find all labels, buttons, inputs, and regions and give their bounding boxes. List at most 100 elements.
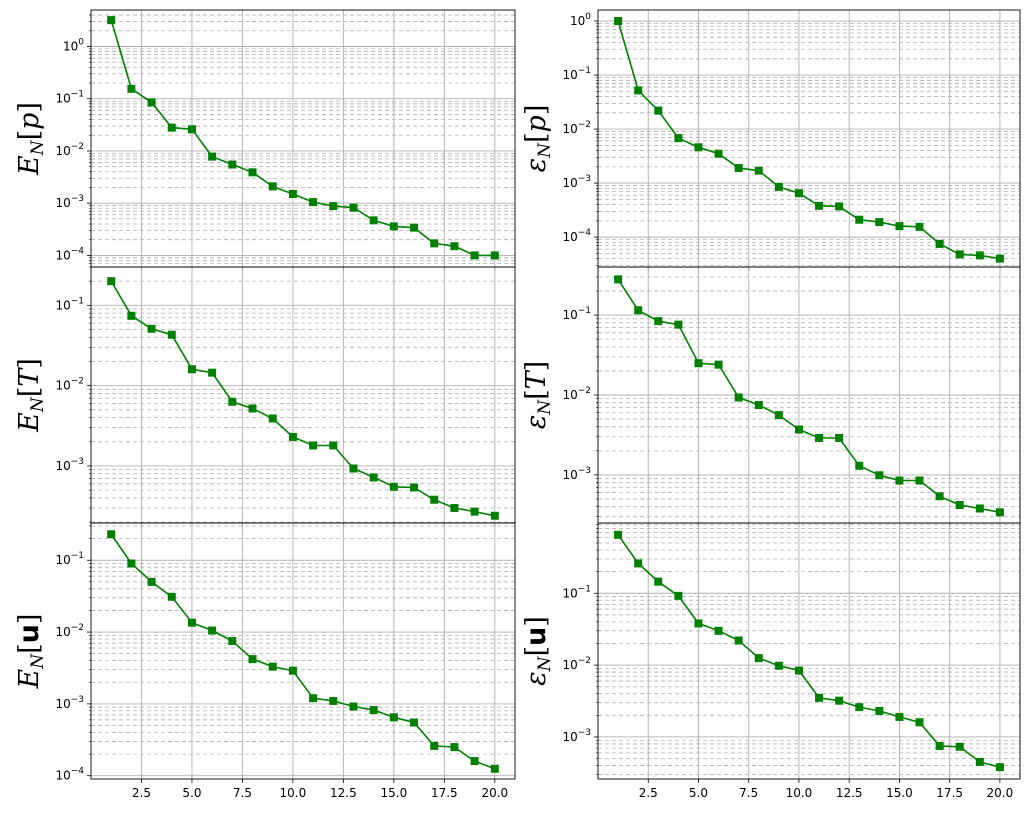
data-point xyxy=(127,84,136,93)
data-point xyxy=(714,626,723,635)
data-point xyxy=(915,718,924,727)
data-point xyxy=(450,242,459,251)
y-tick-label: 10−1 xyxy=(562,306,591,322)
grid xyxy=(598,267,1020,523)
data-point xyxy=(634,306,643,315)
x-tick-label: 7.5 xyxy=(233,786,252,800)
data-point xyxy=(654,106,663,115)
data-point xyxy=(794,425,803,434)
data-point xyxy=(654,577,663,586)
data-point xyxy=(855,461,864,470)
data-point xyxy=(147,324,156,333)
data-point xyxy=(674,591,683,600)
data-point xyxy=(410,223,419,232)
data-point xyxy=(935,492,944,501)
axes-frame xyxy=(90,522,516,780)
data-point xyxy=(369,706,378,715)
y-tick-label: 10−4 xyxy=(55,767,84,783)
data-point xyxy=(309,694,318,703)
data-point xyxy=(754,166,763,175)
data-point xyxy=(714,360,723,369)
data-point xyxy=(855,215,864,224)
series-line xyxy=(110,533,496,770)
data-point xyxy=(410,483,419,492)
data-point xyxy=(187,365,196,374)
data-point xyxy=(369,473,378,482)
x-tick-label: 15.0 xyxy=(380,786,407,800)
y-tick-label: 10−1 xyxy=(55,551,84,567)
data-point xyxy=(430,239,439,248)
x-tick-label: 2.5 xyxy=(639,786,658,800)
grid xyxy=(598,10,1020,267)
data-point xyxy=(147,98,156,107)
data-point xyxy=(329,202,338,211)
data-point xyxy=(975,757,984,766)
data-point xyxy=(955,250,964,259)
data-point xyxy=(674,320,683,329)
y-axis-label: εN[p] xyxy=(521,105,555,173)
axes-frame xyxy=(597,522,1021,780)
data-point xyxy=(774,182,783,191)
data-point xyxy=(470,757,479,766)
data-point xyxy=(694,359,703,368)
data-point xyxy=(915,476,924,485)
y-axis-label: EN[u] xyxy=(14,614,48,690)
y-tick-label: 10−2 xyxy=(562,656,591,672)
data-point xyxy=(329,441,338,450)
data-point xyxy=(754,654,763,663)
data-point xyxy=(268,662,277,671)
data-point xyxy=(614,530,623,539)
data-point xyxy=(694,143,703,152)
data-point xyxy=(268,414,277,423)
data-point xyxy=(895,476,904,485)
y-tick-label: 10−2 xyxy=(562,120,591,136)
data-point xyxy=(248,655,257,664)
grid xyxy=(598,523,1020,779)
data-point xyxy=(955,500,964,509)
data-point xyxy=(208,626,217,635)
data-point xyxy=(187,125,196,134)
data-point xyxy=(470,507,479,516)
x-tick-label: 10.0 xyxy=(786,786,813,800)
y-axis-label: EN[p] xyxy=(14,102,48,176)
y-tick-label: 10−2 xyxy=(562,386,591,402)
subplot-4: 10−1 10−2 10−3 εN[T] xyxy=(521,266,1021,527)
data-point xyxy=(654,317,663,326)
subplot-5: 10−1 10−2 10−3 10−4 2.5 5.0 7.5 10.0 12.5 15.0 17.… xyxy=(14,522,516,800)
data-point xyxy=(187,618,196,627)
x-tick-label: 17.5 xyxy=(431,786,458,800)
subplot-1: 100 10−1 10−2 10−3 10−4 EN[p] xyxy=(14,9,516,271)
data-point xyxy=(127,559,136,568)
data-point xyxy=(329,696,338,705)
data-point xyxy=(389,713,398,722)
data-point xyxy=(389,222,398,231)
data-point xyxy=(410,718,419,727)
data-point xyxy=(268,182,277,191)
x-tick-label: 12.5 xyxy=(836,786,863,800)
data-point xyxy=(975,251,984,260)
y-tick-label: 10−2 xyxy=(55,377,84,393)
data-point xyxy=(815,201,824,210)
data-point xyxy=(228,160,237,169)
data-point xyxy=(614,275,623,284)
data-point xyxy=(349,702,358,711)
data-point xyxy=(815,433,824,442)
data-point xyxy=(288,666,297,675)
x-tick-label: 20.0 xyxy=(481,786,508,800)
data-point xyxy=(349,464,358,473)
data-point xyxy=(875,471,884,480)
axes-frame xyxy=(597,9,1021,268)
series-line xyxy=(617,534,1001,768)
data-point xyxy=(288,432,297,441)
data-point xyxy=(995,508,1004,517)
data-point xyxy=(734,164,743,173)
data-point xyxy=(470,251,479,260)
y-axis-label: εN[u] xyxy=(521,616,555,686)
y-tick-label: 10−3 xyxy=(55,194,84,210)
y-tick-label: 10−3 xyxy=(562,728,591,744)
data-point xyxy=(389,482,398,491)
data-point xyxy=(935,239,944,248)
y-tick-label: 10−3 xyxy=(55,457,84,473)
x-tick-label: 2.5 xyxy=(132,786,151,800)
